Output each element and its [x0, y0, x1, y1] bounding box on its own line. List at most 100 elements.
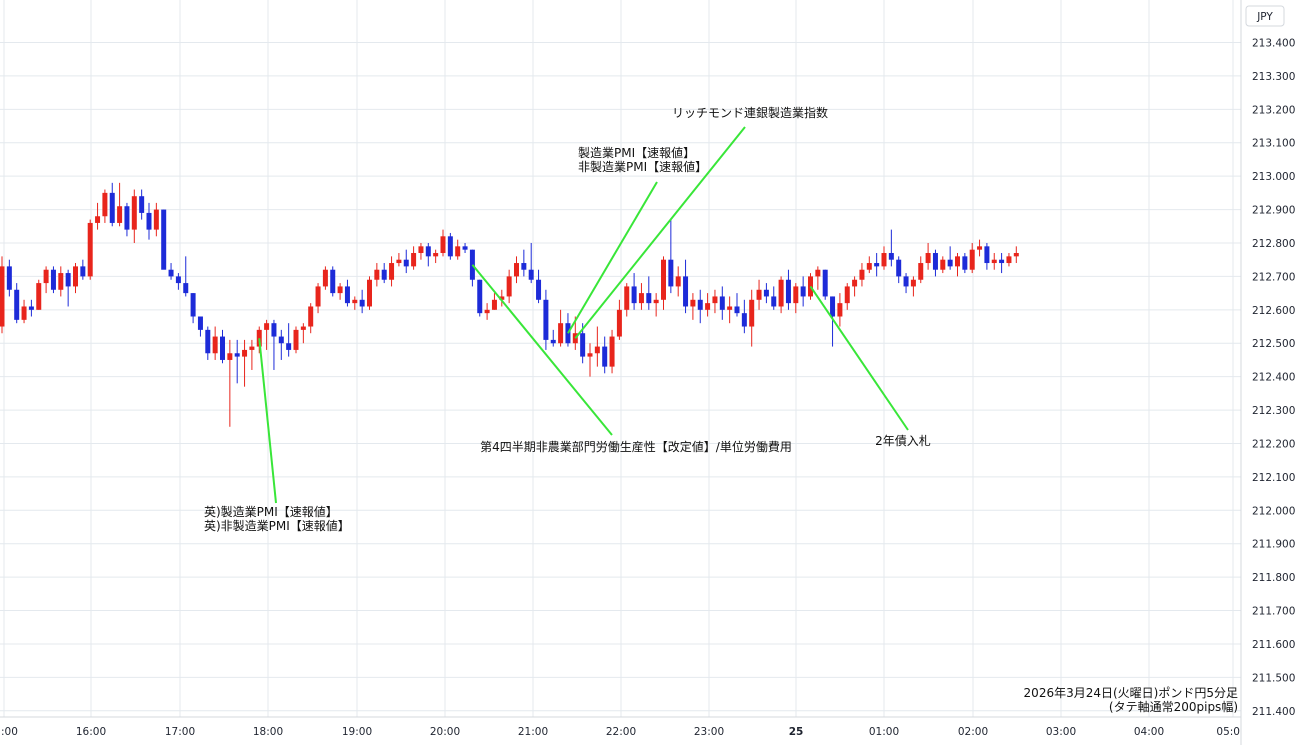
candle-body [308, 306, 314, 327]
candle-body [153, 209, 159, 230]
candle-body [675, 276, 681, 287]
candle-body [124, 206, 130, 230]
annotation-line [471, 264, 613, 436]
candle-body [822, 269, 828, 297]
annotation-line [809, 285, 909, 431]
candle-body [197, 316, 203, 330]
candle-body [866, 263, 872, 270]
candle-body [293, 329, 299, 350]
candle-body [278, 336, 284, 344]
candle-body [763, 289, 769, 297]
candle-body [6, 266, 12, 290]
annotations: 英)製造業PMI【速報値】英)非製造業PMI【速報値】 第4四半期非農業部門労働生… [204, 105, 931, 533]
y-tick-label: 211.500 [1252, 672, 1295, 684]
candle-body [800, 286, 806, 297]
y-tick-label: 212.600 [1252, 305, 1295, 317]
candle-body [793, 286, 799, 304]
candle-body [683, 276, 689, 307]
candle-body [425, 246, 431, 257]
candle-body [984, 246, 990, 264]
candle-body [631, 286, 637, 304]
candle-body [389, 263, 395, 280]
x-tick-label: 02:00 [958, 726, 988, 738]
candle-body [234, 353, 240, 357]
y-tick-label: 212.800 [1252, 238, 1295, 250]
candle-body [117, 206, 123, 223]
candle-body [734, 306, 740, 314]
candle-body [190, 293, 196, 317]
candle-body [322, 269, 328, 287]
y-tick-label: 211.700 [1252, 606, 1295, 618]
x-tick-label: 21:00 [518, 726, 548, 738]
candle-body [616, 309, 622, 337]
candle-body [550, 339, 556, 344]
candle-body [131, 196, 137, 230]
annotation-line [574, 126, 746, 339]
candle-body [256, 329, 262, 347]
candle-body [1006, 256, 1012, 264]
candle-body [381, 269, 387, 280]
candle-body [205, 329, 211, 354]
candle-body [161, 209, 167, 270]
candle-body [21, 306, 27, 320]
candle-body [73, 266, 78, 287]
x-tick-label: 25 [789, 726, 804, 738]
candle-body [668, 259, 674, 287]
y-tick-label: 212.700 [1252, 271, 1295, 283]
candle-body [888, 253, 894, 260]
x-tick-label: 19:00 [342, 726, 372, 738]
annotation-text: 製造業PMI【速報値】 [578, 145, 695, 160]
candle-body [837, 303, 843, 317]
candles [0, 182, 1019, 427]
candle-body [506, 276, 512, 297]
caption-line-2: (タテ軸通常200pips幅) [1109, 699, 1238, 714]
candle-body [403, 259, 409, 267]
y-tick-label: 212.000 [1252, 505, 1295, 517]
annotation-text: 非製造業PMI【速報値】 [578, 159, 707, 174]
candle-body [514, 263, 519, 277]
candle-body [271, 323, 277, 337]
candle-body [433, 253, 439, 257]
caption-line-1: 2026年3月24日(火曜日)ポンド円5分足 [1024, 686, 1238, 700]
candle-body [43, 269, 49, 284]
candle-body [609, 336, 615, 367]
candle-body [756, 289, 762, 300]
annotation-text: 英)製造業PMI【速報値】 [204, 504, 338, 519]
candle-body [844, 286, 850, 304]
candle-body [58, 273, 64, 290]
x-tick-label: :00 [1, 726, 18, 738]
candle-body [638, 293, 644, 304]
candle-body [991, 259, 997, 264]
candle-body [815, 269, 821, 277]
candle-body [14, 289, 20, 320]
y-tick-label: 211.900 [1252, 539, 1295, 551]
candle-body [661, 259, 666, 300]
candle-body [558, 323, 564, 344]
candle-body [249, 346, 255, 350]
candle-body [28, 306, 34, 310]
y-tick-label: 213.200 [1252, 104, 1295, 116]
annotation-line [258, 338, 277, 504]
candle-body [940, 259, 946, 270]
candle-body [852, 279, 858, 287]
candle-body [594, 346, 600, 354]
candle-body [352, 299, 358, 304]
candle-body [543, 299, 549, 340]
candle-body [962, 256, 968, 270]
x-tick-label: 23:00 [694, 726, 724, 738]
x-tick-label: 05:0 [1216, 726, 1240, 738]
x-tick-label: 01:00 [869, 726, 899, 738]
candle-body [65, 273, 71, 287]
candle-body [396, 259, 402, 264]
candle-body [146, 212, 152, 230]
candle-body [447, 236, 453, 257]
candle-body [212, 336, 218, 354]
y-tick-label: 212.500 [1252, 338, 1295, 350]
candle-body [903, 276, 909, 287]
candle-body [955, 256, 960, 267]
candle-body [175, 276, 181, 284]
candle-body [881, 253, 887, 267]
x-tick-label: 03:00 [1046, 726, 1076, 738]
candle-body [602, 346, 608, 367]
